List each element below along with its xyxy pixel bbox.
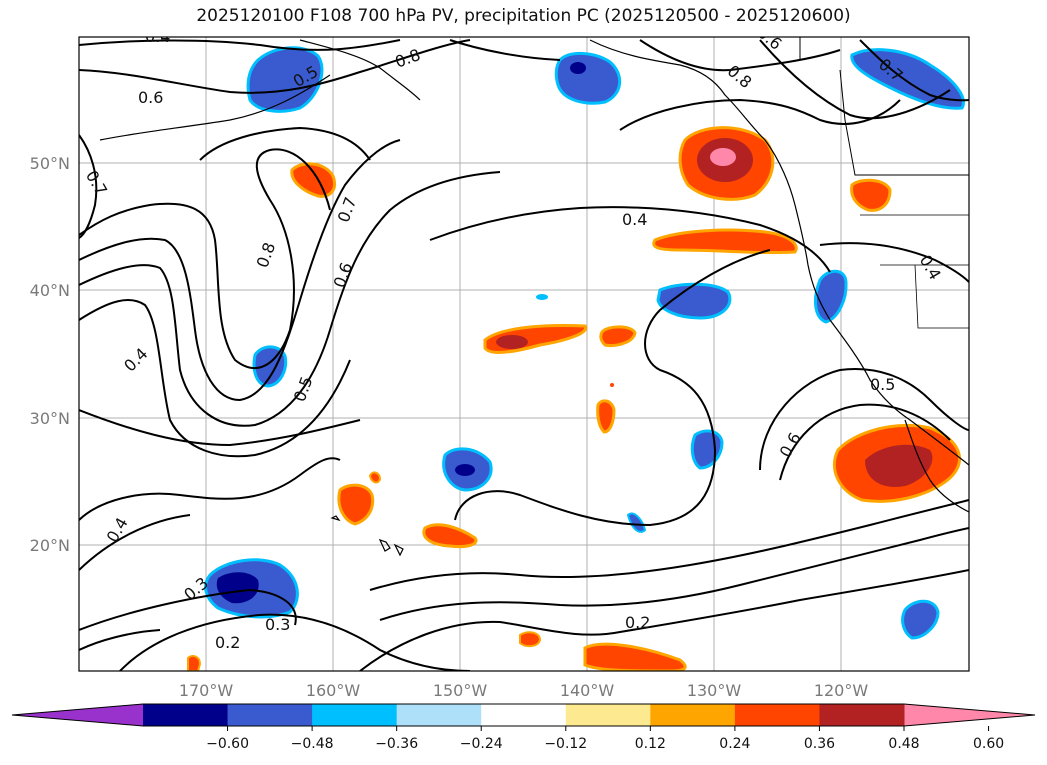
svg-text:0.6: 0.6 [138,88,163,107]
lat-label-50: 50°N [30,154,70,173]
neg-precip-se [901,599,940,640]
lon-axis-labels: 170°W 160°W 150°W 140°W 130°W 120°W [179,681,869,700]
colorbar-swatch [227,704,313,726]
colorbar-extend-max [904,704,1035,726]
pos-precip-tropics-s [583,642,687,671]
map-border [78,36,970,672]
colorbar-swatch [481,704,567,726]
pos-precip-ne-pac-band [652,228,798,255]
lat-axis-labels: 50°N 40°N 30°N 20°N [30,154,70,555]
colorbar-tick-label: 0.24 [719,736,750,752]
lon-label-120w: 120°W [814,681,869,700]
neg-precip-ca-coast [813,269,848,324]
colorbar-tick-label: 0.36 [804,736,835,752]
lon-label-170w: 170°W [179,681,234,700]
colorbar-tick-label: −0.36 [375,736,418,752]
lon-label-130w: 130°W [687,681,742,700]
svg-text:0.2: 0.2 [215,633,240,652]
colorbar-tick-label: 0.48 [888,736,919,752]
colorbar-tick-label: −0.48 [291,736,334,752]
neg-precip-bc-coast [850,48,965,110]
colorbar-tick-label: 0.60 [973,736,1004,752]
lon-label-150w: 150°W [433,681,488,700]
neg-precip-gulf-ak [554,52,621,105]
precip-shading [187,46,965,671]
neg-precip-ca-offshore [656,282,732,320]
colorbar-swatch [650,704,736,726]
lat-label-40: 40°N [30,281,70,300]
colorbar-tick-label: −0.60 [206,736,249,752]
colorbar-swatch [565,704,651,726]
coastlines [99,37,969,557]
colorbar-outline [11,703,1036,727]
svg-text:0.5: 0.5 [870,375,895,394]
svg-text:0.4: 0.4 [145,27,170,46]
colorbar-swatch [312,704,398,726]
pos-precip-hawaii-sw [422,523,478,549]
pos-precip-nw-pac [290,162,336,198]
colorbar-tick-label: −0.24 [460,736,503,752]
colorbar-tick-label: −0.12 [544,736,587,752]
lat-label-30: 30°N [30,409,70,428]
colorbar-swatch [396,704,482,726]
colorbar-swatch [143,704,229,726]
colorbar-swatch [734,704,820,726]
colorbar: −0.60 −0.48 −0.36 −0.24 −0.12 0.12 0.24 0.36 0.4… [11,703,1036,752]
neg-precip-aleutian [246,46,324,113]
colorbar-swatch [819,704,905,726]
colorbar-extend-min [12,704,143,726]
svg-text:0.3: 0.3 [265,615,290,634]
svg-text:0.2: 0.2 [625,613,650,632]
pv-contours [79,39,969,671]
lat-label-20: 20°N [30,536,70,555]
neg-precip-mid-pac-1 [252,345,288,388]
svg-text:0.4: 0.4 [622,210,647,229]
colorbar-tick-label: 0.12 [635,736,666,752]
lon-label-140w: 140°W [560,681,615,700]
map-title: 2025120100 F108 700 hPa PV, precipitatio… [196,6,851,26]
lon-label-160w: 160°W [306,681,361,700]
pos-precip-canada-interior [850,178,892,212]
